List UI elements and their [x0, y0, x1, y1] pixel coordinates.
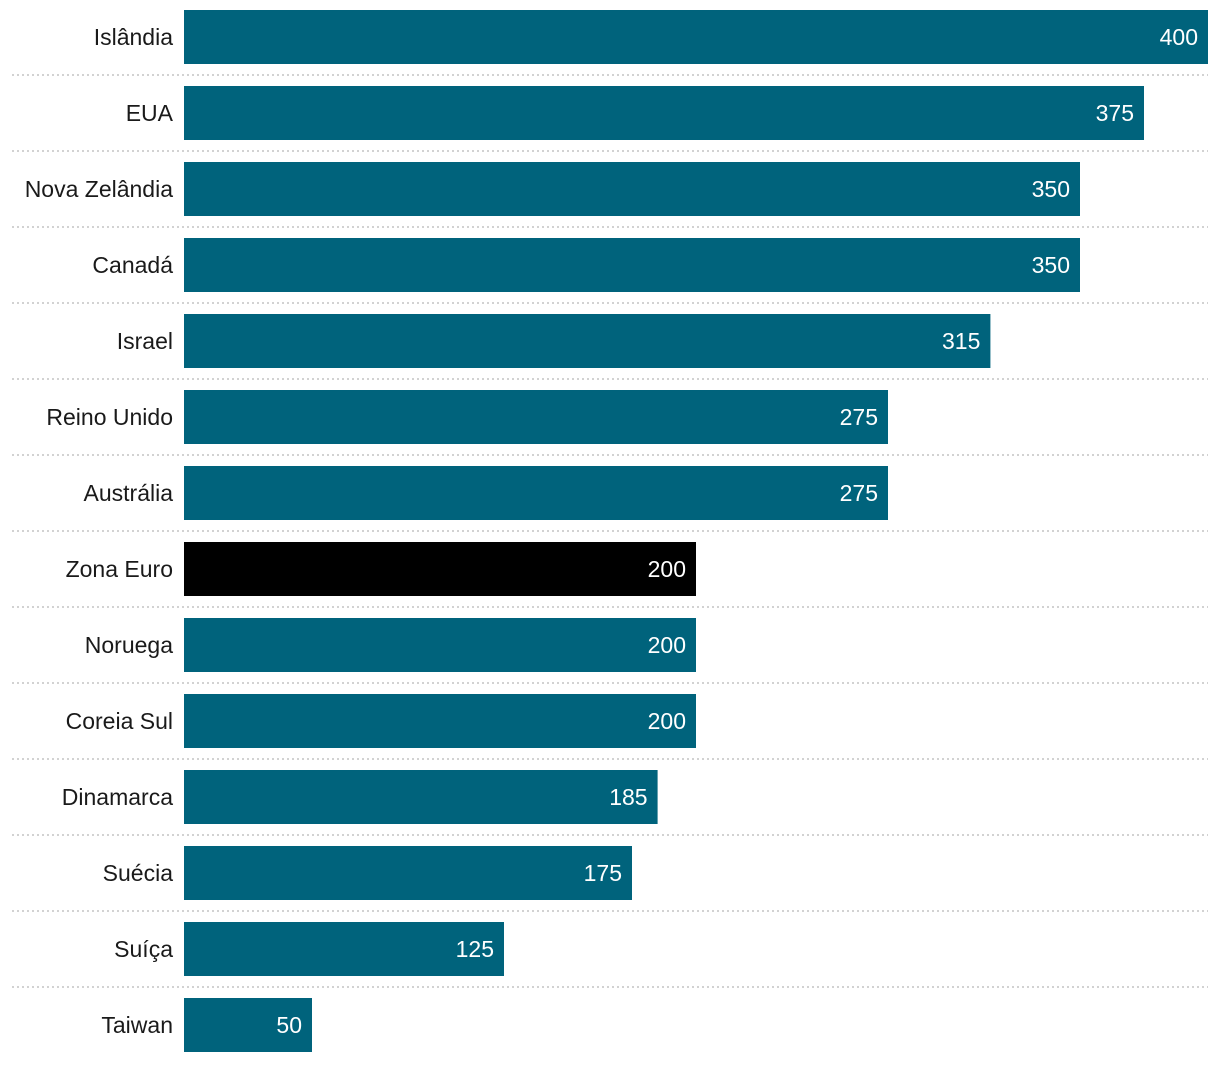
category-label: Taiwan	[101, 1012, 173, 1038]
category-label: Reino Unido	[46, 404, 173, 430]
value-label: 50	[276, 1012, 302, 1038]
category-label: Canadá	[92, 252, 173, 278]
value-label: 175	[584, 860, 622, 886]
bar	[184, 390, 888, 444]
bar	[184, 618, 696, 672]
bar	[184, 846, 632, 900]
value-label: 350	[1032, 252, 1070, 278]
category-label: Suíça	[114, 936, 173, 962]
category-label: Dinamarca	[62, 784, 173, 810]
value-label: 350	[1032, 176, 1070, 202]
category-label: Noruega	[85, 632, 173, 658]
value-label: 400	[1160, 24, 1198, 50]
value-label: 275	[840, 480, 878, 506]
category-label: Suécia	[103, 860, 174, 886]
value-label: 200	[648, 556, 686, 582]
bar	[184, 998, 312, 1052]
category-label: Zona Euro	[66, 556, 173, 582]
bar	[184, 10, 1208, 64]
value-label: 185	[609, 784, 647, 810]
category-label: Coreia Sul	[66, 708, 173, 734]
bar	[184, 86, 1144, 140]
bar	[184, 694, 696, 748]
value-label: 200	[648, 632, 686, 658]
bar	[184, 162, 1080, 216]
bar	[184, 922, 504, 976]
value-label: 275	[840, 404, 878, 430]
value-label: 125	[456, 936, 494, 962]
bar	[184, 770, 658, 824]
category-label: EUA	[126, 100, 174, 126]
category-label: Islândia	[94, 24, 173, 50]
bar-highlight	[184, 542, 696, 596]
value-label: 375	[1096, 100, 1134, 126]
category-label: Austrália	[84, 480, 174, 506]
value-label: 200	[648, 708, 686, 734]
category-label: Israel	[117, 328, 173, 354]
value-label: 315	[942, 328, 980, 354]
bar	[184, 238, 1080, 292]
bar	[184, 466, 888, 520]
bar	[184, 314, 991, 368]
category-label: Nova Zelândia	[25, 176, 174, 202]
